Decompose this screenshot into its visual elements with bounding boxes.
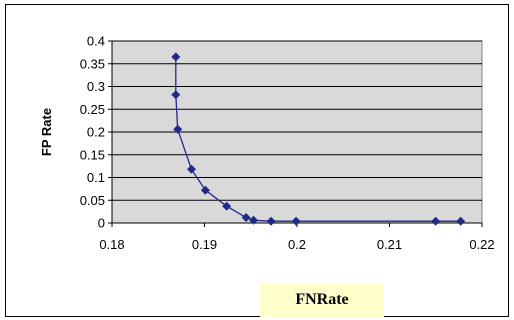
y-tick-label: 0.4 xyxy=(87,34,105,49)
x-tick-label: 0.19 xyxy=(192,237,217,252)
series-line xyxy=(175,56,461,222)
y-tick-label: 0.05 xyxy=(80,193,105,208)
x-axis-label: FNRate xyxy=(260,283,384,317)
x-tick-label: 0.22 xyxy=(469,237,494,252)
y-axis-label: FP Rate xyxy=(39,108,54,156)
data-point xyxy=(249,215,258,225)
y-tick-label: 0.25 xyxy=(80,102,105,117)
data-point xyxy=(200,185,210,195)
x-tick-label: 0.18 xyxy=(99,237,124,252)
data-point xyxy=(173,124,183,134)
y-tick-label: 0.2 xyxy=(87,125,105,140)
data-point xyxy=(266,216,276,226)
data-point xyxy=(456,216,466,226)
data-point xyxy=(291,216,301,226)
data-point xyxy=(187,164,196,174)
y-tick-label: 0 xyxy=(98,216,105,231)
data-point xyxy=(171,90,181,100)
data-point xyxy=(241,213,251,222)
data-point xyxy=(171,52,181,62)
y-tick-label: 0.3 xyxy=(87,79,105,94)
y-tick-label: 0.15 xyxy=(80,147,105,162)
y-tick-label: 0.1 xyxy=(87,170,105,185)
y-tick-label: 0.35 xyxy=(80,56,105,71)
x-tick-label: 0.21 xyxy=(377,237,402,252)
data-point xyxy=(431,216,441,226)
x-tick-label: 0.2 xyxy=(288,237,306,252)
data-point xyxy=(222,201,232,211)
